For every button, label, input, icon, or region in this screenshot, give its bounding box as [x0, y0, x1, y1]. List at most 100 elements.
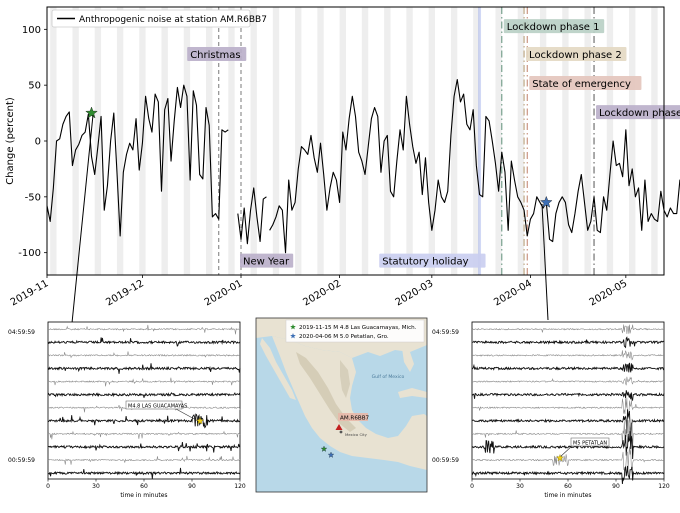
- weekend-band: [428, 7, 436, 275]
- y-tick-label: 0: [35, 137, 41, 148]
- map-legend-label-2: 2020-04-06 M 5.0 Petatlan, Gro.: [299, 334, 389, 340]
- weekend-band: [473, 7, 480, 275]
- x-tick-label: 2020-01: [203, 278, 245, 308]
- seismogram-trace: [471, 376, 665, 386]
- left-annotation-label: M4.8 LAS GUACAMAYAS: [128, 404, 187, 410]
- seismogram-trace: [47, 324, 241, 335]
- left-row-label-top: 04:59:59: [8, 329, 35, 336]
- event-label-box: [526, 47, 627, 62]
- left-annotation-box: [125, 400, 183, 410]
- event-label: Lockdown phase 2: [526, 47, 627, 62]
- left-annotation: M4.8 LAS GUACAMAYAS: [125, 400, 199, 422]
- weekend-band: [50, 7, 57, 275]
- right-seismogram-traces: [471, 324, 665, 484]
- weekend-band: [495, 7, 502, 275]
- weekend-band: [606, 7, 614, 275]
- seismogram-trace: [47, 413, 241, 429]
- event-label-box: [529, 76, 642, 91]
- event-line: [478, 7, 482, 275]
- right-annotation-box: [570, 437, 610, 447]
- weekend-band: [183, 7, 191, 275]
- event-label-text: Lockdown phase 3: [599, 108, 680, 119]
- event-label-box: [379, 253, 486, 268]
- map-legend-label-1: 2019-11-15 M 4.8 Las Guacamayas, Mich.: [299, 325, 417, 331]
- map-label-gulf: Gulf of Mexico: [372, 374, 405, 380]
- seismogram-tick-label: 0: [46, 483, 50, 490]
- weekend-band: [651, 7, 658, 275]
- weekend-band: [450, 7, 458, 275]
- seismogram-tick-label: 90: [612, 483, 620, 490]
- event-label: Statutory holiday: [379, 253, 486, 268]
- seismogram-trace: [471, 397, 665, 419]
- weekend-band: [317, 7, 324, 275]
- map-land-florida: [402, 348, 414, 372]
- seismogram-trace: [47, 430, 241, 440]
- y-axis-label: Change (percent): [5, 97, 16, 185]
- event-label-text: New Year: [243, 257, 290, 268]
- connector-left: [71, 114, 94, 324]
- seismogram-trace: [471, 390, 665, 402]
- event-label-box: [187, 47, 247, 62]
- series-layer: [46, 79, 680, 254]
- event-label: New Year: [240, 253, 294, 268]
- x-tick-label: 2020-04: [492, 278, 534, 308]
- map-epicenter-las-guacamayas: [320, 445, 328, 452]
- right-seismogram-frame: [471, 321, 665, 480]
- event-label: Lockdown phase 1: [503, 19, 605, 34]
- seismogram-tick-label: 90: [188, 483, 196, 490]
- y-tick-label: -50: [25, 192, 41, 203]
- map-legend: 2019-11-15 M 4.8 Las Guacamayas, Mich. 2…: [285, 319, 425, 343]
- weekend-band: [250, 7, 257, 275]
- weekend-band: [361, 7, 369, 275]
- x-axis: 2019-11 2019-12 2020-01 2020-02 2020-03 2020-…: [9, 275, 630, 308]
- seismogram-tick-label: 30: [516, 483, 524, 490]
- weekend-band: [562, 7, 569, 275]
- event-label-text: Lockdown phase 2: [529, 50, 622, 61]
- event-label: State of emergency: [529, 76, 642, 91]
- left-x-axis-label: time in minutes: [120, 492, 167, 499]
- left-annotation-pointer: [175, 408, 199, 422]
- weekend-band: [629, 7, 636, 275]
- y-tick-label: -100: [18, 248, 41, 259]
- right-annotation: M5 PETATLAN: [559, 437, 610, 458]
- legend: Anthropogenic noise at station AM.R6BB7: [51, 9, 267, 28]
- connector-right: [541, 203, 549, 321]
- weekend-band: [72, 7, 79, 275]
- y-tick-label: 100: [22, 25, 41, 36]
- series-line: [269, 79, 680, 254]
- left-seismogram-panel: 0 30 60 90 120 04:59:59 00:59:59 time in min…: [8, 321, 246, 499]
- x-tick-label: 2019-11: [9, 278, 51, 308]
- y-axis: 100 50 0 -50 -100: [18, 25, 47, 259]
- right-seismogram-x-ticks: 0 30 60 90 120: [470, 479, 670, 490]
- event-label: Christmas: [187, 47, 247, 62]
- seismogram-tick-label: 30: [92, 483, 100, 490]
- seismogram-trace: [47, 351, 241, 359]
- map-city-dot: [339, 430, 343, 434]
- seismogram-tick-label: 60: [140, 483, 148, 490]
- seismogram-trace: [471, 465, 665, 484]
- x-tick-label: 2020-02: [301, 278, 343, 308]
- seismogram-trace: [47, 392, 241, 398]
- weekend-band: [116, 7, 124, 275]
- left-seismogram-frame: [47, 321, 241, 480]
- event-label-text: Christmas: [190, 50, 240, 61]
- map-content: [256, 318, 427, 492]
- seismogram-trace: [471, 324, 665, 334]
- x-tick-label: 2020-05: [588, 278, 630, 308]
- left-row-label-bottom: 00:59:59: [8, 457, 35, 464]
- seismogram-tick-label: 0: [470, 483, 474, 490]
- map-station-label-box: [338, 413, 368, 421]
- map-mountains: [296, 352, 356, 432]
- event-labels: Christmas New Year Statutory holiday Lockdo…: [187, 19, 680, 268]
- weekend-band: [584, 7, 591, 275]
- map-legend-star-green: [290, 324, 296, 330]
- right-row-label-bottom: 00:59:59: [432, 457, 459, 464]
- seismogram-tick-label: 120: [658, 483, 670, 490]
- map-land-cuba: [398, 388, 427, 398]
- event-label: Lockdown phase 3: [596, 105, 680, 119]
- weekend-band: [539, 7, 547, 275]
- seismogram-trace: [471, 418, 665, 448]
- left-seismogram-x-ticks: 0 30 60 90 120: [46, 479, 246, 490]
- map-land-baja: [260, 338, 296, 400]
